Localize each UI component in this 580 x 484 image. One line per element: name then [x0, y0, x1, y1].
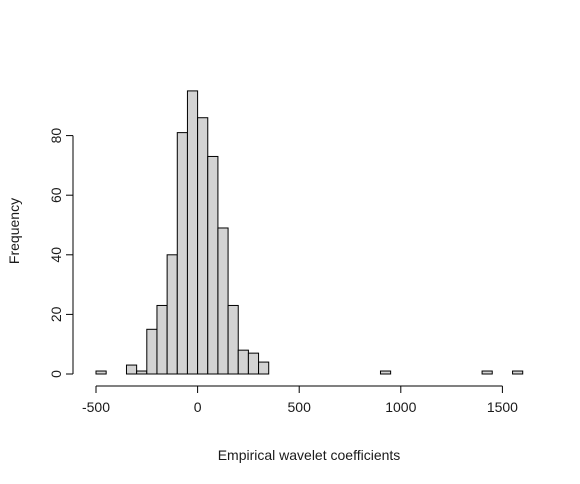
x-tick-label-3: 1000: [385, 399, 416, 415]
histogram-bar-11: [207, 155, 219, 375]
x-tick-label-2: 500: [288, 399, 312, 415]
histogram-bar-15: [247, 352, 260, 375]
histogram-bar-13: [227, 304, 239, 375]
x-tick-label-1: 0: [194, 399, 202, 415]
y-axis-label: Frequency: [6, 198, 22, 264]
x-axis: -500 0 500 1000 1500: [82, 385, 518, 415]
histogram-bars: [95, 90, 524, 375]
histogram-bar-4: [136, 370, 148, 375]
x-tick-label-0: -500: [82, 399, 110, 415]
histogram-bar-14: [237, 349, 249, 375]
y-axis: 0 20 40 60 80: [48, 128, 74, 378]
histogram-bar-17: [379, 370, 392, 375]
histogram-bar-8: [176, 132, 188, 375]
histogram-bar-3: [125, 364, 138, 375]
histogram-bar-7: [166, 254, 178, 375]
y-tick-label-0: 0: [48, 370, 64, 378]
x-axis-label: Empirical wavelet coefficients: [218, 447, 401, 463]
y-tick-label-3: 60: [48, 187, 64, 203]
histogram-bar-6: [156, 304, 168, 375]
histogram-bar-12: [217, 227, 229, 375]
histogram-bar-5: [146, 328, 158, 375]
x-tick-label-4: 1500: [487, 399, 518, 415]
histogram-bar-0: [95, 370, 107, 375]
y-tick-label-1: 20: [48, 306, 64, 322]
histogram-bar-18: [481, 370, 493, 375]
y-tick-label-2: 40: [48, 247, 64, 263]
histogram-bar-10: [197, 117, 209, 375]
histogram-bar-19: [512, 370, 524, 375]
y-tick-label-4: 80: [48, 128, 64, 144]
histogram-bar-9: [186, 90, 199, 375]
histogram-bar-16: [258, 361, 270, 375]
